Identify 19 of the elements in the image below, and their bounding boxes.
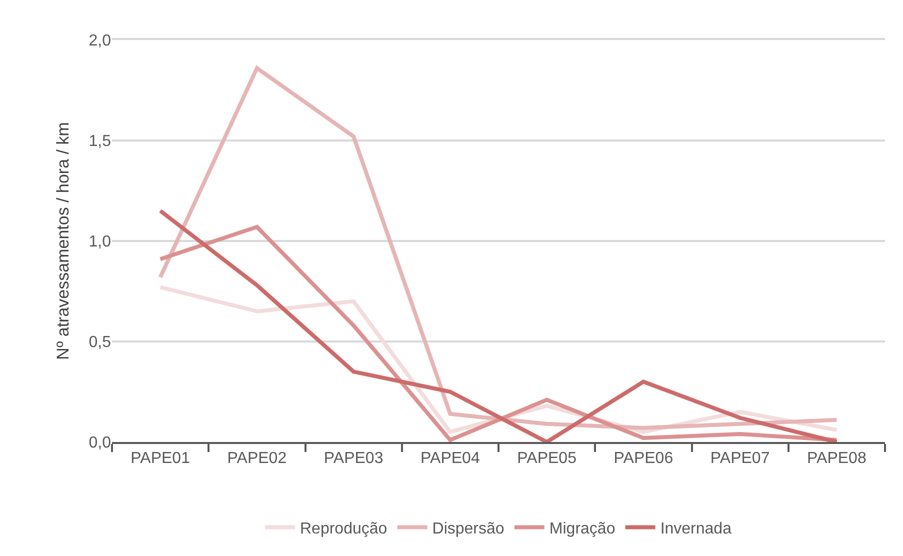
x-tick-label: PAPE02 (227, 450, 287, 468)
legend-label: Reprodução (300, 520, 388, 538)
y-tick-label: 2,0 (88, 32, 112, 50)
x-tick-label: PAPE01 (130, 450, 190, 468)
legend-label: Migração (549, 520, 616, 538)
legend-label: Invernada (660, 520, 732, 538)
x-tick-label: PAPE03 (324, 450, 384, 468)
y-tick-label: 1,5 (88, 133, 112, 150)
x-tick-label: PAPE04 (420, 450, 480, 468)
y-axis-title: Nº atravessamentos / hora / km (53, 122, 72, 360)
legend-label: Dispersão (432, 520, 504, 538)
x-tick-label: PAPE08 (807, 450, 866, 468)
y-tick-label: 0,0 (88, 434, 112, 452)
x-tick-label: PAPE05 (517, 450, 577, 468)
y-tick-label: 1,0 (88, 234, 112, 251)
line-series (158, 66, 839, 430)
x-tick-label: PAPE07 (710, 450, 770, 468)
y-tick-label: 0,5 (88, 334, 112, 352)
x-tick-label: PAPE06 (614, 450, 674, 468)
